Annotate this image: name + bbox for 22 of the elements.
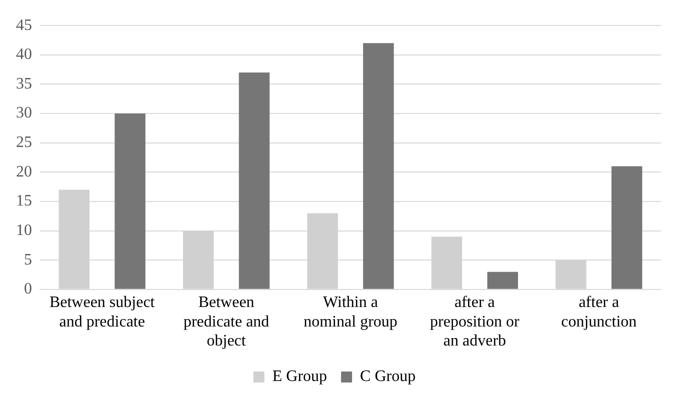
- y-tick-label: 40: [16, 46, 32, 64]
- y-tick-label: 25: [16, 134, 32, 152]
- y-tick-label: 35: [16, 75, 32, 92]
- bar: [611, 166, 642, 289]
- x-tick-label: after a conjunction: [561, 294, 637, 330]
- x-tick-label: Between subject and predicate: [49, 294, 156, 330]
- y-tick-label: 5: [24, 251, 32, 268]
- x-tick-label: Within a nominal group: [304, 294, 398, 330]
- y-tick-label: 30: [16, 104, 32, 122]
- y-tick-label: 15: [16, 192, 32, 210]
- bar: [238, 72, 270, 289]
- bar: [114, 114, 146, 289]
- bar: [487, 272, 518, 289]
- y-tick-label: 10: [16, 222, 32, 239]
- y-tick-label: 45: [16, 16, 32, 34]
- legend-label: E Group: [272, 368, 328, 386]
- y-tick-label: 0: [24, 280, 32, 298]
- x-tick-label: after a preposition or an adverb: [430, 294, 520, 350]
- x-tick-label: Between predicate and object: [183, 294, 270, 350]
- bar: [363, 43, 394, 289]
- legend-label: C Group: [360, 368, 416, 386]
- y-tick-label: 20: [16, 163, 32, 180]
